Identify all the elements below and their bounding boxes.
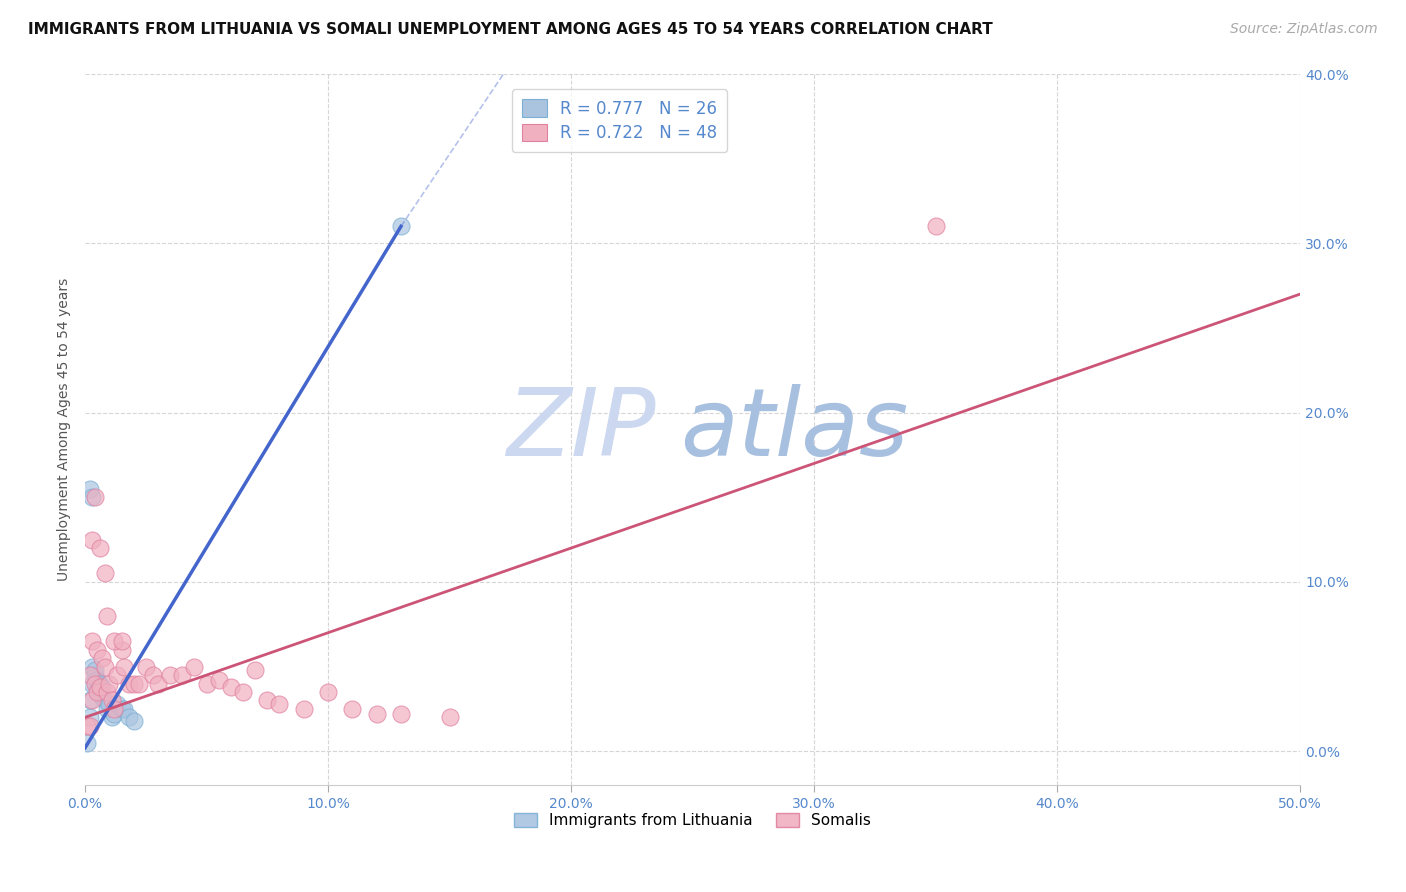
Point <box>105 697 128 711</box>
Point <box>93 566 115 581</box>
Point <box>103 634 125 648</box>
Point <box>122 676 145 690</box>
Point <box>146 676 169 690</box>
Point <box>101 710 124 724</box>
Point <box>98 676 121 690</box>
Point <box>89 541 111 555</box>
Point <box>86 680 108 694</box>
Point <box>118 676 141 690</box>
Point <box>96 702 118 716</box>
Y-axis label: Unemployment Among Ages 45 to 54 years: Unemployment Among Ages 45 to 54 years <box>58 278 72 582</box>
Point <box>98 697 121 711</box>
Point <box>924 219 946 234</box>
Point <box>342 702 364 716</box>
Point <box>91 680 114 694</box>
Point <box>142 668 165 682</box>
Point <box>93 693 115 707</box>
Text: ZIP: ZIP <box>506 384 657 475</box>
Point <box>83 490 105 504</box>
Point <box>86 642 108 657</box>
Point <box>118 710 141 724</box>
Point <box>82 693 104 707</box>
Point <box>86 673 108 687</box>
Point <box>89 680 111 694</box>
Point <box>292 702 315 716</box>
Point <box>76 719 98 733</box>
Point <box>82 634 104 648</box>
Text: Source: ZipAtlas.com: Source: ZipAtlas.com <box>1230 22 1378 37</box>
Point <box>122 714 145 728</box>
Point <box>128 676 150 690</box>
Point <box>105 668 128 682</box>
Point <box>269 697 291 711</box>
Point <box>101 693 124 707</box>
Point <box>83 663 105 677</box>
Point <box>389 219 412 234</box>
Point <box>91 690 114 704</box>
Point <box>103 706 125 721</box>
Legend: Immigrants from Lithuania, Somalis: Immigrants from Lithuania, Somalis <box>508 807 877 834</box>
Point <box>110 702 132 716</box>
Point <box>76 736 98 750</box>
Point <box>82 659 104 673</box>
Point <box>96 685 118 699</box>
Point <box>135 659 157 673</box>
Point <box>83 676 105 690</box>
Point <box>112 702 135 716</box>
Point <box>89 685 111 699</box>
Point <box>89 676 111 690</box>
Point <box>110 642 132 657</box>
Point <box>256 693 278 707</box>
Point <box>82 676 104 690</box>
Point <box>79 693 101 707</box>
Point <box>83 668 105 682</box>
Text: atlas: atlas <box>681 384 908 475</box>
Point <box>243 663 266 677</box>
Point <box>79 668 101 682</box>
Point <box>79 710 101 724</box>
Point <box>79 719 101 733</box>
Point <box>159 668 181 682</box>
Point <box>96 608 118 623</box>
Point <box>110 634 132 648</box>
Point <box>82 490 104 504</box>
Point <box>366 706 388 721</box>
Point <box>232 685 254 699</box>
Point <box>86 685 108 699</box>
Point <box>112 659 135 673</box>
Text: IMMIGRANTS FROM LITHUANIA VS SOMALI UNEMPLOYMENT AMONG AGES 45 TO 54 YEARS CORRE: IMMIGRANTS FROM LITHUANIA VS SOMALI UNEM… <box>28 22 993 37</box>
Point <box>208 673 231 687</box>
Point <box>103 702 125 716</box>
Point <box>195 676 218 690</box>
Point <box>219 680 242 694</box>
Point <box>316 685 339 699</box>
Point <box>82 533 104 547</box>
Point <box>79 482 101 496</box>
Point <box>93 659 115 673</box>
Point <box>172 668 194 682</box>
Point <box>389 706 412 721</box>
Point <box>91 651 114 665</box>
Point <box>439 710 461 724</box>
Point <box>183 659 205 673</box>
